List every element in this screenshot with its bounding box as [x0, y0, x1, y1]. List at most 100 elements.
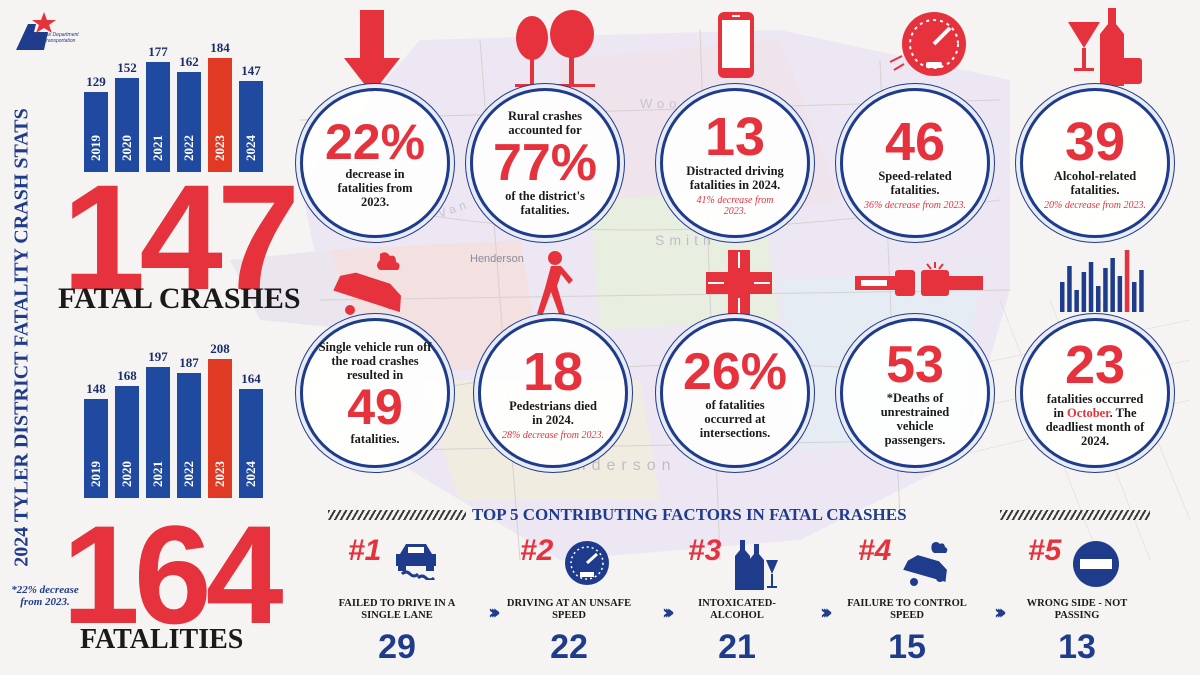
stat-sub-text: 28% decrease from 2023. — [501, 430, 605, 441]
trees-icon — [510, 8, 600, 92]
map-label-henderson: Henderson — [470, 253, 524, 265]
month-bar — [1088, 262, 1094, 312]
stat-text-a: fatalities occurred in — [1046, 392, 1144, 420]
fatalities-year-label: 2023 — [212, 461, 227, 487]
seatbelt-icon — [855, 262, 985, 306]
month-bar — [1139, 270, 1144, 312]
fatalities-year-label: 2021 — [150, 461, 165, 487]
map-label-anderson: Anderson — [560, 457, 677, 474]
stat-text: Speed-related fatalities. — [878, 169, 952, 197]
month-bar — [1124, 250, 1130, 312]
factor-rank: #5 — [1028, 534, 1062, 567]
speedometer-icon — [564, 540, 610, 590]
txdot-logo: Texas Department of Transportation — [14, 10, 84, 54]
fatal-crashes-total: 147 — [62, 153, 300, 321]
overturned-car-icon — [902, 540, 952, 590]
month-bar — [1103, 268, 1108, 312]
crashes-value-label: 129 — [86, 74, 106, 89]
crashes-value-label: 184 — [210, 40, 230, 55]
stat-pre-text: Rural crashes accounted for — [508, 109, 582, 137]
crashes-bar-2021: 2021 — [146, 62, 170, 172]
factor-label: INTOXICATED-ALCOHOL — [698, 598, 776, 621]
factor-label: FAILED TO DRIVE IN A SINGLE LANE — [338, 598, 456, 621]
stat-big-value: 26% — [682, 343, 788, 401]
chevron-right-icon: ››› — [994, 600, 1007, 624]
stat-text: fatalities occurred in October. The dead… — [1023, 392, 1167, 448]
fatalities-value-label: 187 — [179, 355, 199, 370]
stat-circle-distracted-driving: 13 Distracted driving fatalities in 2024… — [660, 88, 810, 238]
month-bar — [1081, 272, 1087, 312]
factor-rank: #4 — [858, 534, 892, 567]
factor-rank: #2 — [520, 534, 554, 567]
factor-count: 21 — [718, 628, 756, 666]
intersection-icon — [706, 250, 772, 320]
fatalities-value-label: 197 — [148, 349, 168, 364]
month-bar — [1060, 282, 1065, 312]
stat-text: of the district's fatalities. — [505, 189, 585, 217]
factors-title: TOP 5 CONTRIBUTING FACTORS IN FATAL CRAS… — [472, 505, 907, 524]
fatalities-value-label: 164 — [241, 371, 261, 386]
fatalities-value-label: 148 — [86, 381, 106, 396]
month-bar — [1110, 258, 1115, 312]
crashes-bar-2019: 2019 — [84, 92, 108, 172]
fatalities-year-label: 2024 — [243, 461, 258, 487]
month-bar — [1132, 282, 1137, 312]
stat-big-value: 18 — [522, 342, 584, 402]
crashes-bar-2020: 2020 — [115, 78, 139, 172]
stat-month: October — [1067, 406, 1110, 420]
stat-pre-text: Single vehicle run off the road crashes … — [318, 340, 432, 382]
chevron-right-icon: ››› — [488, 600, 501, 624]
stat-big-value: 53 — [886, 336, 944, 394]
stat-big-value: 13 — [704, 106, 766, 167]
fatalities-year-label: 2020 — [119, 461, 134, 487]
factor-count: 29 — [378, 628, 416, 666]
no-entry-icon — [1072, 540, 1120, 592]
stat-circle-fatality-decrease: 22% decrease in fatalities from 2023. — [300, 88, 450, 238]
stat-circle-run-off-road: Single vehicle run off the road crashes … — [300, 318, 450, 468]
down-arrow-icon — [342, 10, 402, 99]
stat-text: fatalities. — [350, 432, 400, 446]
pedestrian-crosswalk-icon — [502, 250, 597, 322]
factor-label: DRIVING AT AN UNSAFE SPEED — [506, 598, 632, 621]
factors-stripes-right — [1000, 510, 1150, 520]
crashes-value-label: 147 — [241, 63, 261, 78]
bottles-glass-icon — [732, 540, 778, 594]
month-bar — [1096, 286, 1101, 312]
overturned-car-icon — [330, 250, 410, 320]
monthly-bars-icon — [1058, 248, 1148, 318]
stat-text: Alcohol-related fatalities. — [1053, 169, 1137, 197]
fatal-crashes-bar-chart: 2019 129 2020 152 2021 177 2022 162 2023 184 2024 1… — [84, 20, 274, 172]
stat-big-value: 23 — [1064, 335, 1126, 395]
car-swerving-icon — [392, 540, 440, 584]
fatalities-value-label: 208 — [210, 341, 230, 356]
chevron-right-icon: ››› — [820, 600, 833, 624]
crashes-value-label: 162 — [179, 54, 199, 69]
factor-count: 15 — [888, 628, 926, 666]
fatalities-year-label: 2022 — [181, 461, 196, 487]
map-label-smith: Smith — [655, 232, 716, 248]
fatalities-bar-chart: 2019 148 2020 168 2021 197 2022 187 2023 208 2024 1… — [84, 336, 274, 498]
fatalities-bar-2020: 2020 — [115, 386, 139, 498]
stat-sub-text: 36% decrease from 2023. — [863, 200, 967, 211]
factor-count: 22 — [550, 628, 588, 666]
factor-label: FAILURE TO CONTROL SPEED — [847, 598, 967, 621]
stat-big-value: 46 — [884, 112, 946, 172]
crashes-bar-2023: 2023 — [208, 58, 232, 172]
stat-circle-intersections: 26% of fatalities occurred at intersecti… — [660, 318, 810, 468]
stat-circle-rural-crashes: Rural crashes accounted for 77% of the d… — [470, 88, 620, 238]
factor-label: WRONG SIDE - NOT PASSING — [1026, 598, 1128, 621]
logo-text: Texas Department of Transportation — [38, 32, 79, 44]
stat-text-b: . The deadliest month of 2024. — [1045, 406, 1145, 448]
fatalities-decrease-note: *22% decrease from 2023. — [11, 584, 79, 608]
stat-text: Distracted driving fatalities in 2024. — [686, 163, 784, 192]
stat-circle-alcohol-related: 39 Alcohol-related fatalities. 20% decre… — [1020, 88, 1170, 238]
fatalities-label: FATALITIES — [80, 624, 244, 655]
stat-circle-unrestrained: 53 *Deaths of unrestrained vehicle passe… — [840, 318, 990, 468]
stat-text: of fatalities occurred at intersections. — [699, 398, 771, 440]
stat-big-value: 22% — [324, 114, 426, 170]
stat-circle-speed-related: 46 Speed-related fatalities. 36% decreas… — [840, 88, 990, 238]
smartphone-icon — [718, 12, 754, 82]
factors-stripes-left — [328, 510, 466, 520]
alcohol-bottle-glass-icon — [1060, 8, 1150, 92]
fatal-crashes-label: FATAL CRASHES — [58, 282, 301, 315]
